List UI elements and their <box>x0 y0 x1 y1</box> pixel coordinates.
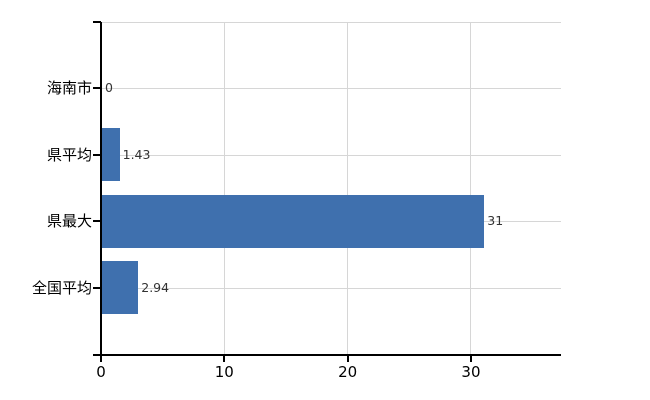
gridline-vertical <box>470 22 472 354</box>
y-axis-line <box>100 22 102 354</box>
gridline-horizontal <box>101 154 561 156</box>
gridline-horizontal <box>101 287 561 289</box>
bar <box>102 194 485 248</box>
x-axis-tick <box>100 356 102 362</box>
x-tick-label: 20 <box>338 363 358 381</box>
bar-value-label: 0 <box>105 80 113 96</box>
x-tick-label: 30 <box>461 363 481 381</box>
y-axis-tick <box>93 87 101 89</box>
gridline-horizontal <box>101 87 561 89</box>
bar-value-label: 1.43 <box>122 146 151 162</box>
x-axis-line <box>93 354 561 356</box>
y-axis-tick <box>93 154 101 156</box>
bar-value-label: 31 <box>487 213 504 229</box>
bar <box>102 261 139 315</box>
gridline-vertical <box>347 22 349 354</box>
bar-value-label: 2.94 <box>141 279 170 295</box>
x-axis-tick <box>223 356 226 362</box>
category-label: 海南市 <box>46 79 92 98</box>
x-tick-label: 0 <box>96 363 106 381</box>
gridline-horizontal <box>101 21 561 23</box>
y-axis-tick <box>93 21 101 23</box>
y-axis-tick <box>93 220 101 222</box>
category-label: 全国平均 <box>31 278 92 297</box>
category-label: 県平均 <box>46 145 92 164</box>
x-tick-label: 10 <box>214 363 234 381</box>
gridline-vertical <box>223 22 225 354</box>
x-axis-tick <box>346 356 349 362</box>
category-label: 県最大 <box>46 212 92 231</box>
x-axis-tick <box>469 356 472 362</box>
bar <box>102 128 120 182</box>
y-axis-tick <box>93 287 101 289</box>
